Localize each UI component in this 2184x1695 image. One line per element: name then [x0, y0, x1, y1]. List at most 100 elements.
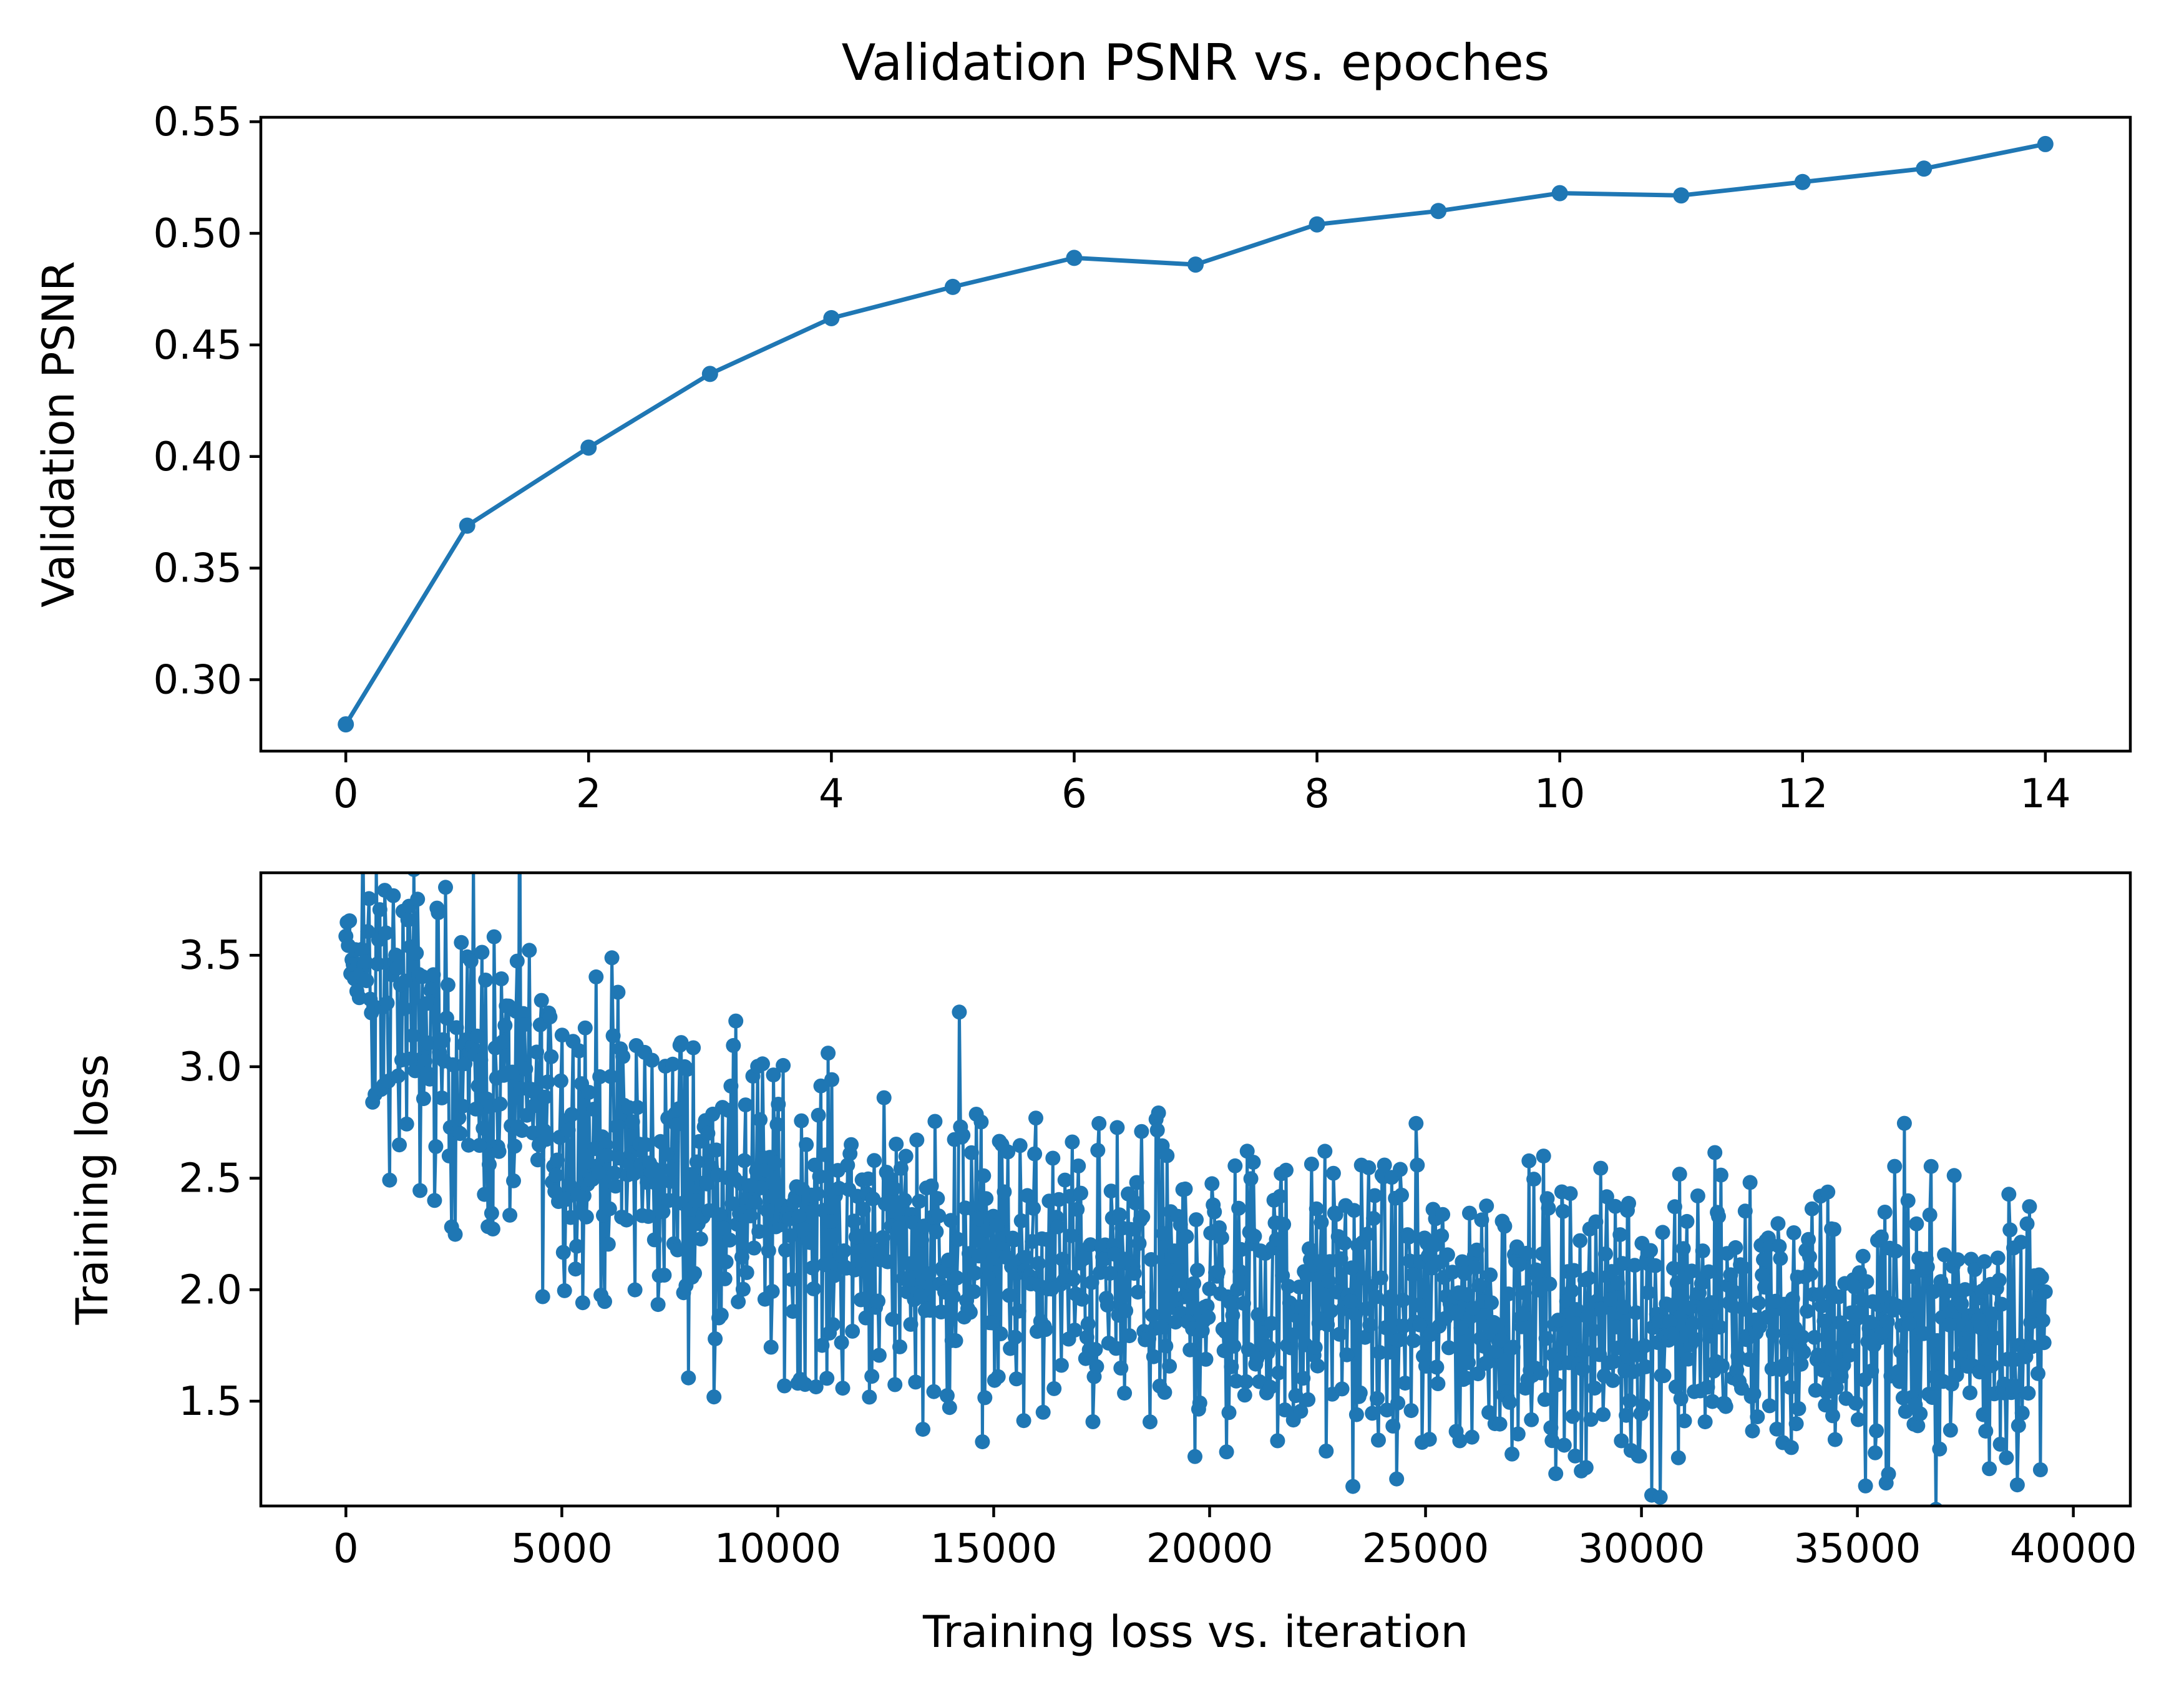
data-point: [517, 1017, 532, 1032]
data-point: [603, 1069, 618, 1084]
data-point: [1390, 1395, 1406, 1411]
data-point: [454, 935, 469, 950]
data-point: [457, 1056, 473, 1071]
data-point: [1429, 1359, 1445, 1375]
data-point: [1622, 1393, 1637, 1409]
data-point: [1919, 1259, 1935, 1275]
data-point: [1537, 1392, 1553, 1407]
data-point: [1940, 1283, 1956, 1299]
data-point: [804, 1260, 820, 1276]
data-point: [1741, 1352, 1757, 1367]
data-point: [1360, 1226, 1375, 1242]
data-point: [492, 1096, 508, 1112]
data-point: [806, 1281, 821, 1296]
data-point: [1515, 1306, 1531, 1322]
data-point: [1307, 1339, 1323, 1355]
data-point: [1412, 1317, 1428, 1333]
data-point: [1737, 1203, 1753, 1219]
data-point: [1262, 1379, 1278, 1395]
data-point: [693, 1231, 708, 1247]
data-point: [1946, 1168, 1962, 1183]
data-point: [1366, 1211, 1382, 1226]
data-point: [438, 880, 453, 895]
data-point: [1421, 1432, 1437, 1447]
data-point: [1403, 1403, 1419, 1419]
data-point: [1782, 1379, 1798, 1395]
data-point: [1261, 1340, 1277, 1356]
data-point: [436, 1032, 451, 1047]
data-point: [971, 1248, 987, 1264]
data-point: [1855, 1248, 1871, 1264]
data-point: [1177, 1181, 1193, 1197]
data-point: [494, 971, 509, 986]
data-point: [1117, 1386, 1133, 1401]
data-point: [1992, 1437, 2008, 1452]
data-point: [1050, 1219, 1066, 1235]
data-point: [1392, 1332, 1407, 1348]
data-point: [2019, 1216, 2035, 1231]
data-point: [1511, 1257, 1527, 1272]
data-point: [863, 1231, 879, 1247]
x-tick-label: 20000: [1146, 1526, 1274, 1572]
data-point: [1556, 1437, 1572, 1453]
data-point: [392, 1137, 407, 1153]
data-point: [739, 1265, 754, 1280]
y-tick-label: 2.0: [178, 1267, 242, 1313]
data-point: [1474, 1212, 1489, 1228]
data-point: [1615, 1256, 1631, 1271]
data-point: [1309, 216, 1325, 233]
data-point: [1284, 1328, 1300, 1343]
data-point: [1013, 1213, 1029, 1228]
data-point: [1781, 1308, 1796, 1323]
data-point: [1536, 1149, 1551, 1164]
data-point: [1461, 1355, 1476, 1371]
data-point: [1418, 1358, 1433, 1374]
data-point: [1368, 1289, 1384, 1304]
data-point: [1929, 1333, 1945, 1348]
data-point: [1896, 1115, 1912, 1131]
data-point: [646, 1232, 662, 1248]
data-point: [1627, 1258, 1642, 1273]
data-point: [449, 1020, 464, 1036]
x-tick-label: 2: [576, 771, 602, 817]
data-point: [1614, 1433, 1629, 1449]
data-point: [743, 1208, 758, 1223]
data-point: [683, 1167, 699, 1182]
data-point: [1826, 1221, 1841, 1237]
data-point: [764, 1284, 780, 1299]
data-point: [823, 1214, 838, 1230]
data-point: [1713, 1167, 1728, 1183]
data-point: [1020, 1188, 1035, 1203]
data-point: [1923, 1158, 1939, 1174]
data-point: [1873, 1229, 1889, 1245]
data-point: [1596, 1407, 1611, 1422]
data-point: [1666, 1261, 1681, 1276]
data-point: [591, 1165, 607, 1180]
data-point: [1558, 1331, 1573, 1346]
data-point: [1818, 1397, 1833, 1413]
data-point: [1833, 1369, 1849, 1384]
data-point: [1497, 1218, 1513, 1234]
data-point: [1588, 1214, 1604, 1230]
data-point: [1189, 1263, 1205, 1278]
data-point: [1187, 256, 1204, 273]
data-point: [469, 1028, 485, 1044]
data-point: [1783, 1440, 1799, 1455]
data-point: [1569, 1302, 1584, 1318]
data-point: [426, 967, 441, 983]
data-point: [2024, 1339, 2040, 1354]
data-point: [656, 1268, 672, 1283]
data-point: [701, 366, 718, 382]
data-point: [1549, 1377, 1565, 1392]
data-point: [856, 1202, 871, 1217]
data-point: [1476, 1339, 1492, 1354]
data-point: [1665, 1326, 1680, 1342]
data-point: [1714, 1358, 1730, 1374]
data-point: [1581, 1270, 1596, 1286]
data-point: [944, 278, 961, 295]
data-point: [1723, 1267, 1738, 1283]
data-point: [1161, 1265, 1176, 1280]
data-point: [1264, 1316, 1279, 1331]
data-point: [1735, 1260, 1750, 1276]
data-point: [912, 1193, 927, 1209]
